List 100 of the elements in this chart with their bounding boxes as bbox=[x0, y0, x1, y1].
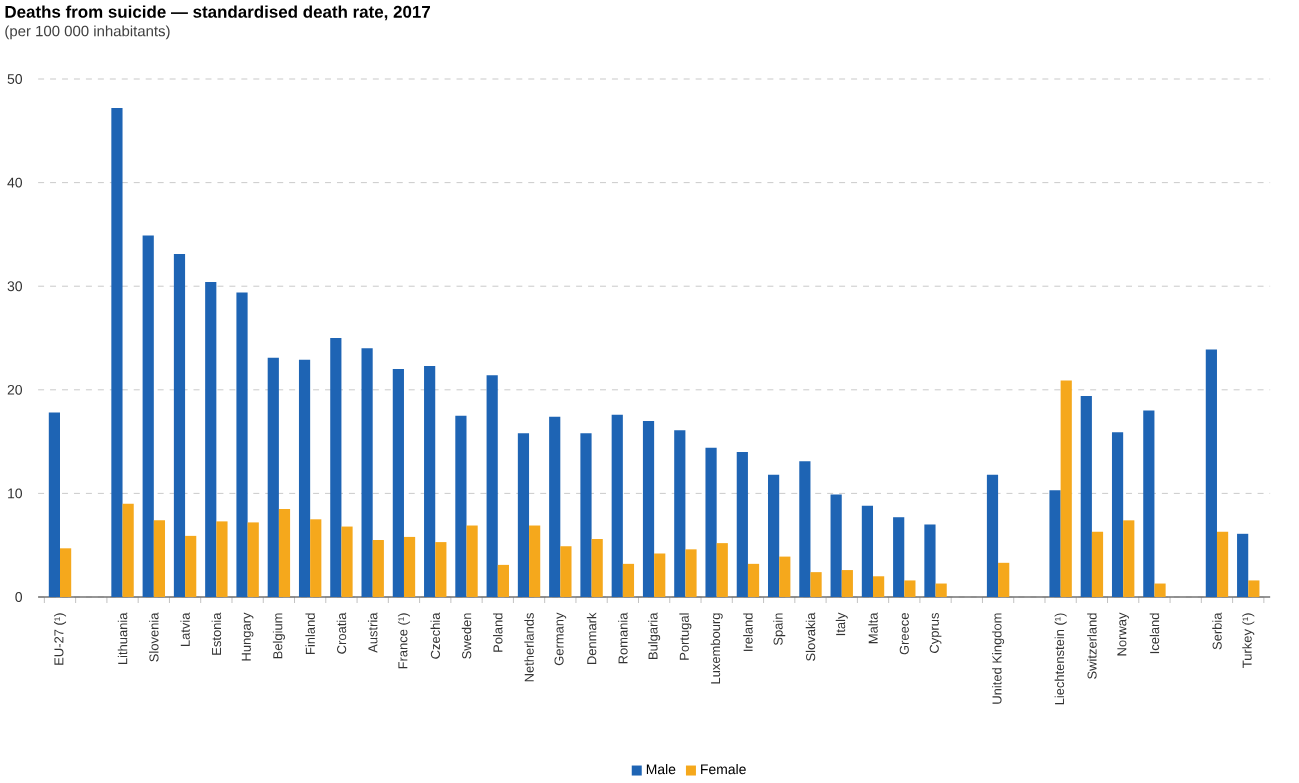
y-tick-label: 30 bbox=[7, 281, 23, 292]
bar bbox=[486, 375, 498, 597]
y-tick-label: 20 bbox=[7, 384, 23, 395]
x-tick-label: Hungary bbox=[241, 612, 254, 661]
bar bbox=[768, 474, 780, 597]
x-tick-label: Denmark bbox=[586, 612, 597, 665]
bar bbox=[893, 517, 905, 597]
bar bbox=[611, 414, 623, 597]
x-tick-label: Italy bbox=[835, 612, 848, 636]
x-tick-label: Slovenia bbox=[149, 612, 159, 662]
x-tick-label: Switzerland bbox=[1087, 613, 1097, 679]
bar bbox=[185, 535, 197, 597]
x-tick-label: Sweden bbox=[461, 613, 472, 659]
y-tick-label: 0 bbox=[15, 592, 23, 602]
bar bbox=[1049, 490, 1061, 597]
x-tick-label: Finland bbox=[305, 613, 315, 654]
bar bbox=[298, 359, 311, 597]
bar bbox=[60, 548, 72, 597]
x-tick-label: Turkey (¹) bbox=[1242, 613, 1255, 668]
x-tick-label: Bulgaria bbox=[648, 612, 661, 659]
bar bbox=[341, 526, 353, 597]
x-tick-label: Luxembourg bbox=[710, 613, 723, 684]
bar bbox=[153, 520, 166, 597]
bar bbox=[799, 461, 811, 597]
x-tick-label: Lithuania bbox=[117, 612, 128, 665]
x-tick-label: Ireland bbox=[743, 613, 753, 651]
bar bbox=[247, 522, 259, 597]
x-tick-label: Liechtenstein (¹) bbox=[1054, 613, 1067, 705]
bar bbox=[873, 576, 885, 597]
x-tick-label: Belgium bbox=[272, 613, 285, 659]
bar bbox=[685, 549, 697, 597]
bar bbox=[830, 494, 842, 597]
bar bbox=[1091, 531, 1104, 597]
bar bbox=[841, 570, 853, 597]
x-tick-label: Spain bbox=[773, 613, 786, 646]
bar bbox=[142, 235, 154, 597]
bar bbox=[122, 503, 134, 597]
bar bbox=[736, 451, 748, 597]
y-tick-label: 10 bbox=[8, 488, 23, 499]
bar bbox=[455, 415, 467, 597]
bar bbox=[642, 420, 655, 597]
bar bbox=[529, 525, 541, 597]
x-tick-label: Latvia bbox=[180, 612, 190, 647]
x-tick-label: France (¹) bbox=[397, 613, 411, 669]
bar bbox=[986, 474, 999, 597]
bar bbox=[716, 543, 728, 597]
bar bbox=[48, 412, 60, 597]
x-tick-label: Netherlands bbox=[524, 613, 534, 682]
x-tick-label: Iceland bbox=[1149, 613, 1160, 654]
x-tick-label: Czechia bbox=[430, 612, 440, 659]
x-tick-label: Serbia bbox=[1212, 612, 1222, 650]
bar bbox=[392, 369, 404, 597]
bar bbox=[1123, 520, 1135, 597]
bar bbox=[205, 282, 217, 597]
bar bbox=[580, 433, 592, 597]
bar bbox=[705, 447, 717, 597]
bar bbox=[861, 505, 874, 597]
x-tick-label: Malta bbox=[868, 612, 878, 644]
bar bbox=[549, 416, 561, 597]
bar bbox=[1205, 349, 1217, 597]
y-tick-label: 50 bbox=[7, 74, 23, 84]
bar bbox=[236, 292, 248, 597]
bar bbox=[278, 508, 291, 597]
bar bbox=[435, 542, 447, 597]
legend-label: Female bbox=[701, 764, 746, 775]
bar bbox=[935, 583, 947, 597]
bar bbox=[1143, 410, 1155, 597]
bar bbox=[779, 556, 791, 597]
bar bbox=[998, 562, 1010, 597]
bar bbox=[310, 519, 322, 597]
bar bbox=[674, 430, 686, 597]
bar bbox=[1080, 396, 1092, 597]
x-tick-label: EU-27 (¹) bbox=[53, 613, 67, 665]
y-tick-label: 40 bbox=[7, 177, 23, 188]
bar bbox=[924, 524, 936, 597]
bar bbox=[403, 536, 416, 597]
bar bbox=[622, 563, 635, 597]
bar bbox=[330, 338, 342, 597]
x-tick-label: Croatia bbox=[336, 612, 347, 654]
bar bbox=[747, 563, 760, 597]
x-tick-label: Portugal bbox=[679, 613, 692, 660]
bar bbox=[1237, 533, 1249, 597]
x-tick-label: Germany bbox=[554, 612, 567, 666]
bar bbox=[111, 108, 123, 597]
x-tick-label: Norway bbox=[1117, 612, 1129, 656]
bar bbox=[560, 546, 572, 597]
bar bbox=[1111, 432, 1124, 597]
x-tick-label: Poland bbox=[493, 613, 503, 652]
legend-label: Male bbox=[646, 764, 676, 775]
chart-title: Deaths from suicide — standardised death rate, 2017 bbox=[5, 5, 431, 21]
bar bbox=[424, 365, 436, 597]
bar bbox=[361, 348, 373, 597]
x-tick-label: Romania bbox=[618, 612, 628, 664]
x-tick-label: Estonia bbox=[211, 612, 222, 655]
bar bbox=[216, 521, 228, 597]
bar bbox=[1060, 380, 1072, 597]
bar bbox=[904, 580, 916, 597]
bar bbox=[466, 525, 478, 597]
bar bbox=[591, 538, 603, 597]
x-tick-label: Slovakia bbox=[805, 612, 816, 661]
